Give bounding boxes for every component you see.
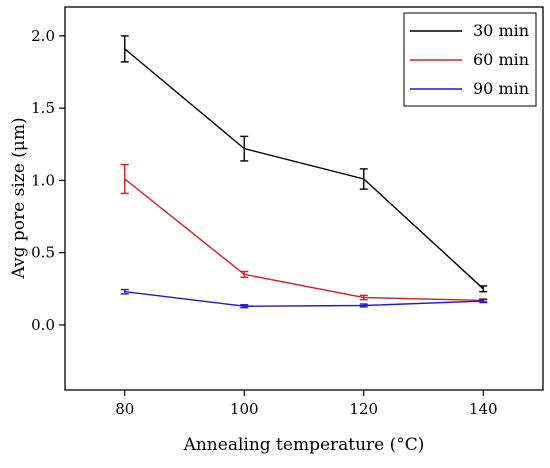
y-tick-label: 1.0: [31, 171, 55, 189]
legend-label: 60 min: [473, 50, 529, 69]
legend-label: 30 min: [473, 21, 529, 40]
series-1: [120, 163, 488, 303]
legend-label: 90 min: [473, 79, 529, 98]
series-layer: [120, 35, 488, 309]
error-bar: [479, 298, 488, 304]
error-bar: [240, 135, 249, 162]
legend-item: 30 min: [410, 21, 529, 40]
x-axis-title: Annealing temperature (°C): [183, 435, 425, 455]
x-axis: 80 100 120 140: [115, 390, 498, 418]
error-bar: [359, 303, 368, 308]
y-tick-label: 2.0: [31, 27, 55, 45]
x-tick-label: 120: [349, 400, 378, 418]
plot-frame: [64, 6, 544, 391]
x-tick-label: 100: [230, 400, 259, 418]
legend-item: 60 min: [410, 50, 529, 69]
series-line: [124, 291, 484, 307]
y-tick-label: 1.5: [31, 99, 55, 117]
error-bar: [359, 168, 368, 190]
error-bar: [479, 285, 488, 293]
error-bar: [240, 304, 249, 309]
y-axis-title: Avg pore size (μm): [9, 117, 29, 279]
error-bar: [120, 35, 129, 63]
legend-items: 30 min 60 min 90 min: [410, 21, 529, 98]
legend: 30 min 60 min 90 min: [403, 12, 537, 107]
error-bar: [240, 270, 249, 278]
error-bar: [120, 163, 129, 195]
series-line: [124, 48, 484, 290]
error-bar: [120, 288, 129, 295]
legend-item: 90 min: [410, 79, 529, 98]
y-axis: 0.0 0.5 1.0 1.5 2.0: [31, 27, 65, 334]
x-tick-label: 140: [469, 400, 498, 418]
y-tick-label: 0.0: [31, 316, 55, 334]
series-2: [120, 288, 488, 309]
error-bar: [359, 294, 368, 301]
y-tick-label: 0.5: [31, 244, 55, 262]
series-line: [124, 178, 484, 302]
x-tick-label: 80: [115, 400, 134, 418]
series-0: [120, 35, 488, 293]
